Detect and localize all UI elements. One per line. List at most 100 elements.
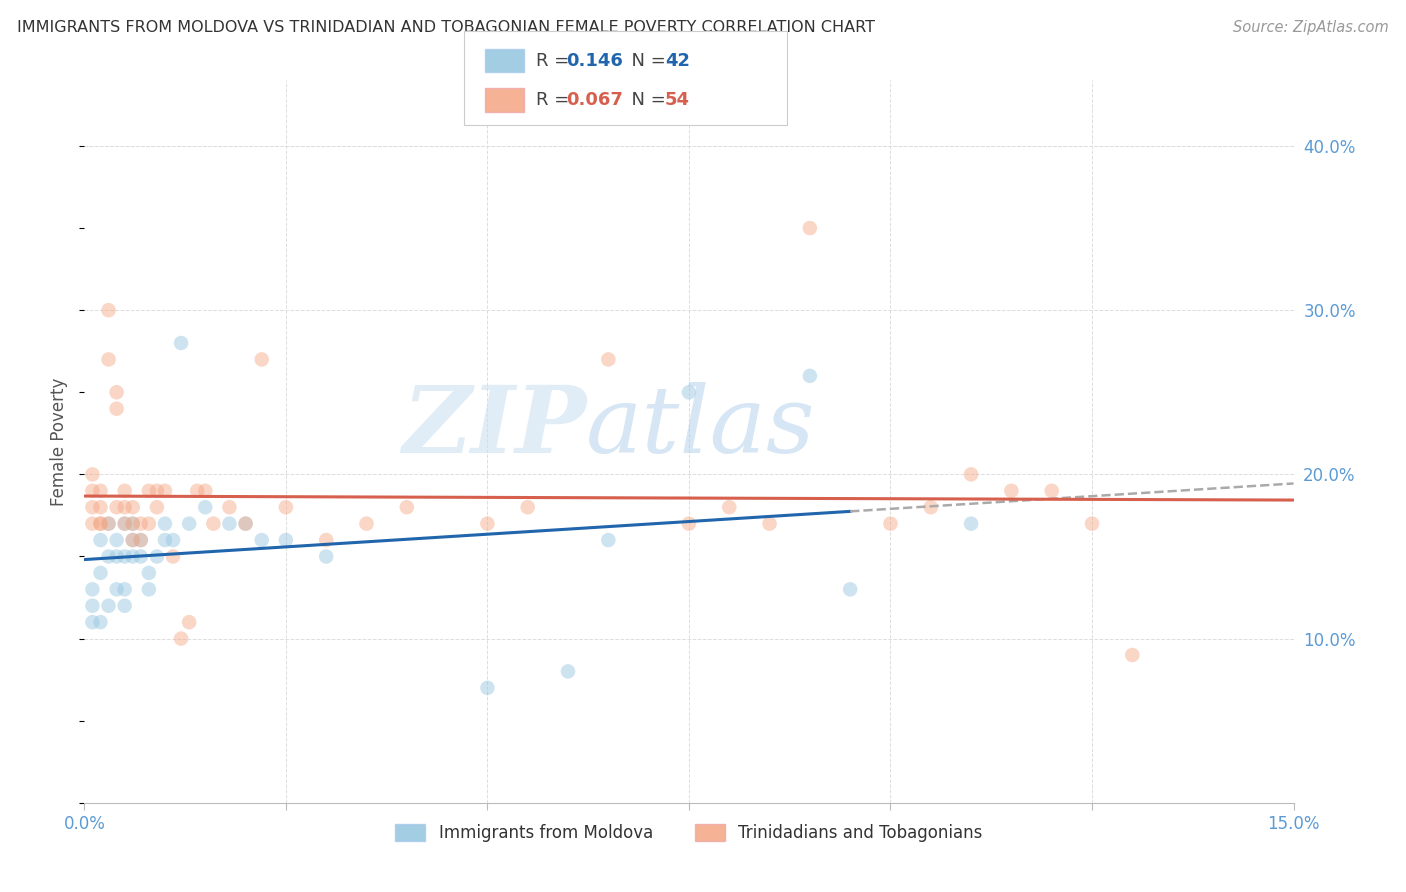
Point: [121, 549, 143, 564]
Point: [194, 483, 217, 498]
Point: [153, 483, 176, 498]
Point: [114, 500, 136, 515]
Point: [146, 483, 169, 498]
Point: [235, 516, 257, 531]
Text: R =: R =: [536, 52, 575, 70]
Text: 0.067: 0.067: [567, 91, 623, 109]
Point: [82, 516, 104, 531]
Point: [202, 516, 225, 531]
Point: [138, 483, 160, 498]
Point: [89, 566, 111, 580]
Point: [718, 500, 741, 515]
Point: [121, 533, 143, 547]
Legend: Immigrants from Moldova, Trinidadians and Tobagonians: Immigrants from Moldova, Trinidadians an…: [389, 817, 988, 848]
Point: [105, 533, 128, 547]
Point: [129, 533, 152, 547]
Point: [114, 483, 136, 498]
Point: [105, 582, 128, 597]
Text: N =: N =: [620, 52, 672, 70]
Point: [114, 549, 136, 564]
Point: [97, 303, 120, 318]
Point: [839, 582, 862, 597]
Point: [121, 516, 143, 531]
Point: [557, 665, 579, 679]
Point: [179, 516, 201, 531]
Point: [146, 549, 169, 564]
Point: [598, 352, 620, 367]
Text: 0.146: 0.146: [567, 52, 623, 70]
Point: [89, 516, 111, 531]
Point: [477, 681, 499, 695]
Point: [218, 516, 240, 531]
Point: [960, 516, 983, 531]
Point: [879, 516, 901, 531]
Text: R =: R =: [536, 91, 575, 109]
Point: [678, 385, 700, 400]
Point: [97, 352, 120, 367]
Point: [82, 500, 104, 515]
Point: [1121, 648, 1143, 662]
Point: [138, 582, 160, 597]
Point: [356, 516, 378, 531]
Point: [194, 500, 217, 515]
Point: [82, 582, 104, 597]
Point: [250, 533, 273, 547]
Point: [1040, 483, 1063, 498]
Point: [477, 516, 499, 531]
Point: [186, 483, 208, 498]
Point: [114, 516, 136, 531]
Point: [114, 516, 136, 531]
Point: [129, 549, 152, 564]
Point: [170, 336, 193, 351]
Point: [105, 500, 128, 515]
Point: [170, 632, 193, 646]
Text: 54: 54: [665, 91, 690, 109]
Point: [82, 599, 104, 613]
Point: [758, 516, 780, 531]
Point: [315, 533, 337, 547]
Point: [1081, 516, 1104, 531]
Point: [105, 401, 128, 416]
Point: [218, 500, 240, 515]
Point: [129, 516, 152, 531]
Point: [97, 599, 120, 613]
Point: [162, 549, 184, 564]
Point: [146, 500, 169, 515]
Point: [82, 615, 104, 630]
Point: [121, 533, 143, 547]
Point: [250, 352, 273, 367]
Point: [97, 516, 120, 531]
Y-axis label: Female Poverty: Female Poverty: [51, 377, 69, 506]
Point: [960, 467, 983, 482]
Point: [153, 533, 176, 547]
Text: atlas: atlas: [586, 382, 815, 472]
Point: [121, 516, 143, 531]
Point: [235, 516, 257, 531]
Point: [121, 500, 143, 515]
Point: [97, 549, 120, 564]
Point: [274, 533, 297, 547]
Point: [162, 533, 184, 547]
Point: [114, 582, 136, 597]
Point: [1000, 483, 1022, 498]
Point: [82, 483, 104, 498]
Point: [89, 516, 111, 531]
Point: [89, 483, 111, 498]
Point: [138, 566, 160, 580]
Point: [395, 500, 418, 515]
Text: 42: 42: [665, 52, 690, 70]
Point: [138, 516, 160, 531]
Text: ZIP: ZIP: [402, 382, 586, 472]
Point: [82, 467, 104, 482]
Point: [153, 516, 176, 531]
Point: [179, 615, 201, 630]
Point: [97, 516, 120, 531]
Point: [89, 500, 111, 515]
Point: [598, 533, 620, 547]
Point: [89, 615, 111, 630]
Point: [315, 549, 337, 564]
Point: [920, 500, 942, 515]
Point: [129, 533, 152, 547]
Point: [274, 500, 297, 515]
Point: [105, 385, 128, 400]
